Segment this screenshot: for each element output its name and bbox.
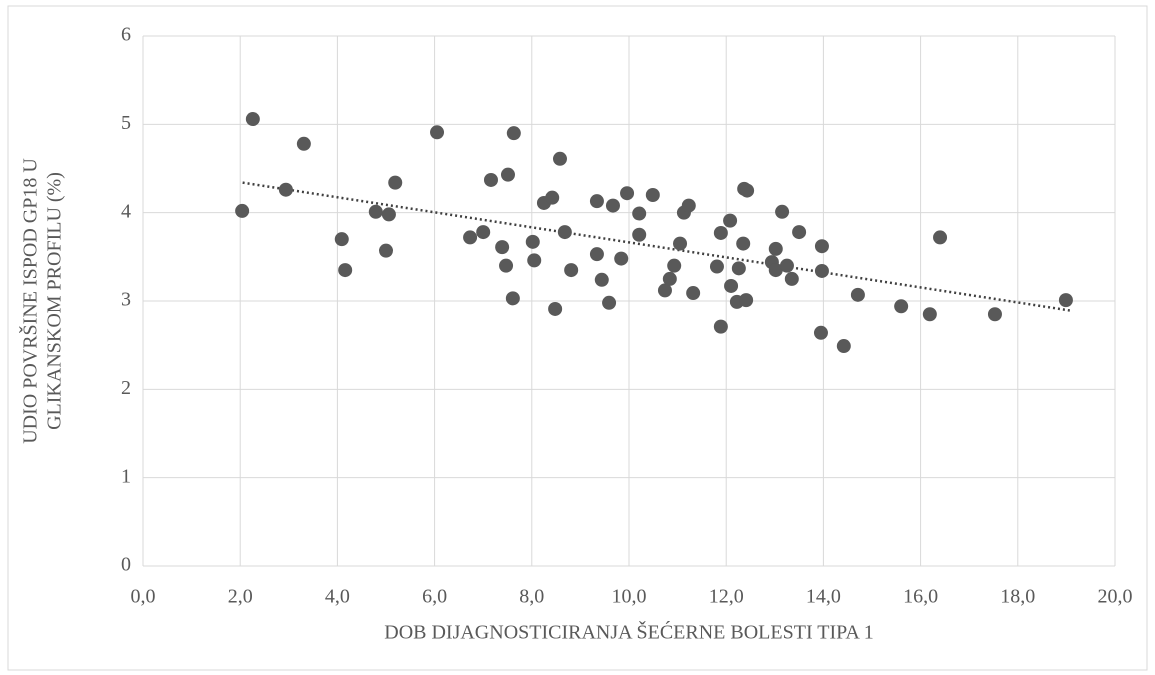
data-point	[792, 225, 807, 240]
data-point	[645, 188, 660, 202]
data-point	[894, 299, 909, 314]
data-point	[278, 182, 293, 197]
data-point	[632, 227, 647, 242]
data-point	[525, 234, 540, 249]
data-point	[662, 271, 677, 286]
data-point	[779, 258, 794, 273]
x-tick-label: 4,0	[325, 586, 350, 608]
data-point	[499, 258, 514, 273]
data-point	[552, 151, 567, 166]
data-point	[813, 325, 828, 340]
data-point	[814, 263, 829, 278]
data-point	[548, 301, 563, 316]
y-tick-label: 1	[121, 465, 131, 487]
data-point	[602, 295, 617, 310]
x-tick-label: 20,0	[1098, 586, 1133, 608]
y-tick-label: 0	[121, 554, 131, 576]
data-point	[379, 243, 393, 258]
data-point	[933, 230, 948, 245]
x-tick-label: 16,0	[903, 586, 938, 608]
data-point	[667, 258, 682, 273]
data-point	[463, 230, 478, 245]
data-point	[713, 319, 728, 334]
data-point	[605, 198, 620, 213]
data-point	[768, 263, 783, 278]
data-point	[736, 236, 751, 251]
x-tick-label: 10,0	[612, 586, 647, 608]
data-point	[545, 190, 560, 205]
data-point	[245, 112, 260, 127]
data-point	[922, 307, 937, 322]
y-tick-label: 3	[121, 289, 131, 311]
data-point	[775, 204, 790, 219]
data-point	[836, 339, 851, 354]
chart-frame	[7, 5, 1148, 671]
data-point	[500, 167, 515, 182]
x-tick-label: 0,0	[131, 586, 156, 608]
x-tick-label: 2,0	[228, 586, 253, 608]
y-tick-label: 5	[121, 112, 131, 134]
y-axis-title-line: GLIKANSKOM PROFILU (%)	[44, 172, 66, 430]
data-point	[657, 283, 672, 298]
y-axis-title: UDIO POVRŠINE ISPOD GP18 U GLIKANSKOM PR…	[18, 158, 66, 444]
data-point	[620, 186, 635, 201]
data-point	[495, 240, 510, 255]
x-tick-label: 14,0	[806, 586, 841, 608]
data-point	[334, 232, 349, 247]
data-point	[483, 172, 498, 187]
data-point	[381, 207, 396, 222]
data-point	[768, 241, 783, 256]
data-point	[505, 291, 520, 306]
data-point	[589, 247, 604, 262]
y-tick-label: 6	[121, 24, 131, 46]
data-point	[739, 293, 754, 308]
data-point	[430, 125, 445, 140]
data-point	[235, 203, 250, 218]
data-point	[713, 225, 728, 240]
data-point	[594, 272, 609, 287]
y-tick-label: 4	[121, 200, 131, 222]
data-point	[686, 286, 701, 301]
data-point	[632, 206, 647, 221]
data-point	[740, 183, 755, 198]
x-tick-label: 6,0	[422, 586, 447, 608]
data-point	[1058, 293, 1073, 308]
data-point	[987, 307, 1002, 322]
data-point	[527, 253, 542, 268]
y-tick-label: 2	[121, 377, 131, 399]
data-point	[731, 261, 746, 276]
data-point	[814, 239, 829, 254]
data-point	[784, 271, 799, 286]
x-tick-label: 8,0	[519, 586, 544, 608]
x-axis-title: DOB DIJAGNOSTICIRANJA ŠEĆERNE BOLESTI TI…	[384, 620, 874, 644]
data-point	[476, 225, 491, 240]
data-point	[368, 204, 383, 219]
data-point	[614, 251, 629, 266]
y-axis-title-line: UDIO POVRŠINE ISPOD GP18 U	[18, 158, 42, 444]
x-tick-label: 12,0	[709, 586, 744, 608]
data-point	[724, 278, 739, 293]
data-point	[388, 175, 403, 190]
data-point	[564, 263, 579, 278]
data-point	[681, 198, 696, 213]
data-point	[850, 287, 865, 302]
data-point	[723, 213, 738, 228]
x-tick-label: 18,0	[1000, 586, 1035, 608]
data-point	[338, 263, 353, 278]
data-point	[673, 236, 688, 251]
data-point	[589, 194, 604, 209]
data-point	[296, 136, 311, 151]
data-point	[709, 259, 724, 274]
data-point	[506, 126, 521, 141]
data-point	[557, 225, 572, 240]
